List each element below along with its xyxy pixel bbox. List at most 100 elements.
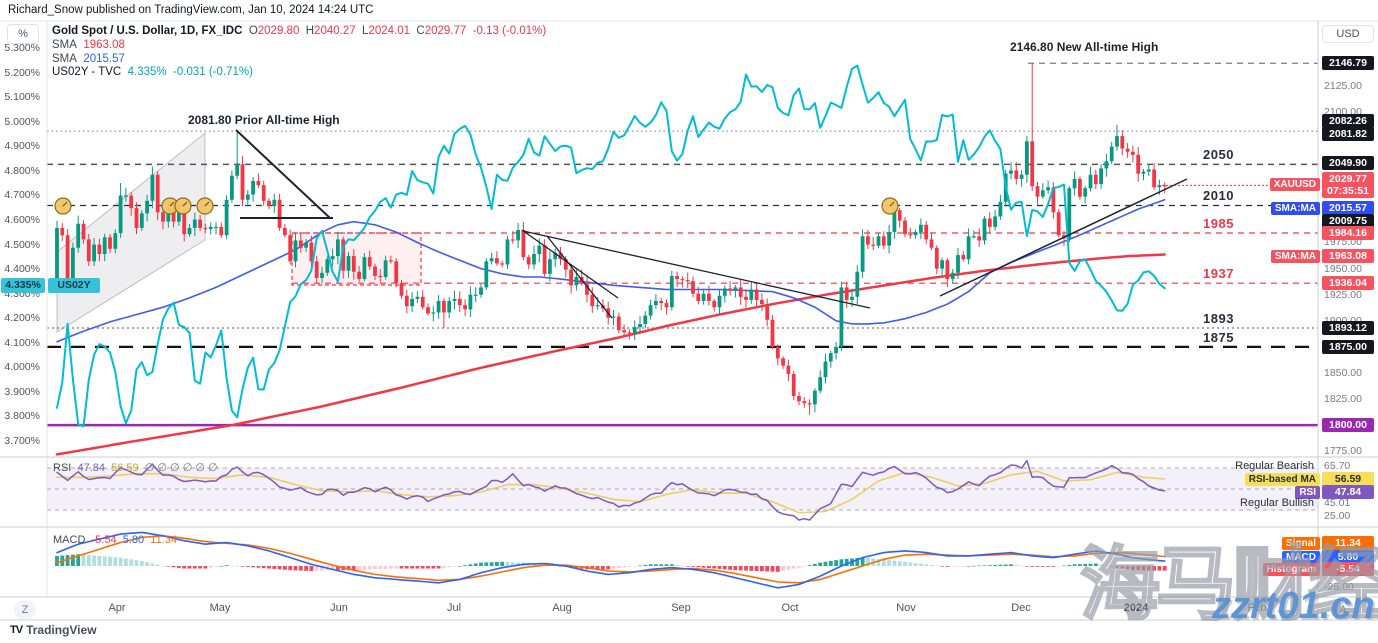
level-label: 2010: [1203, 188, 1234, 204]
publish-text: Richard_Snow published on TradingView.co…: [8, 4, 374, 16]
axis-badge-value: 2009.75: [1322, 214, 1374, 228]
left-axis-tick: 4.400%: [4, 263, 40, 276]
left-axis-tick: 4.500%: [4, 238, 40, 251]
usd-scale-button[interactable]: USD: [1322, 25, 1374, 43]
right-axis-tick: 1950.00: [1324, 263, 1362, 275]
axis-badge-row: 1936.04: [1240, 276, 1374, 291]
axis-badge-value: 1984.16: [1322, 226, 1374, 240]
axis-badge-row: 2082.26: [1240, 114, 1374, 129]
macd-hist-value: -5.54: [91, 534, 117, 546]
tradingview-logo[interactable]: TV TradingView: [10, 623, 97, 637]
level-label: 1937: [1203, 266, 1234, 282]
macd-legend-row[interactable]: MACD -5.54 5.80 11.34: [53, 534, 177, 546]
sma-fast-label: SMA: [52, 52, 77, 65]
axis-badge-value: 1936.04: [1322, 276, 1374, 290]
us02y-axis-badge: 4.335%: [1, 277, 45, 293]
axis-badge-row: Histogram -5.54: [1240, 562, 1374, 577]
axis-badge-row: 1800.00: [1240, 418, 1374, 433]
left-axis-tick: 5.300%: [4, 42, 40, 55]
prior-ath-annotation: 2081.80 Prior All-time High: [188, 113, 340, 127]
axis-badge-row: RSI-based MA 56.59: [1240, 472, 1374, 487]
axis-badge-row: MACD 5.80: [1240, 550, 1374, 565]
sma-slow-legend-row[interactable]: SMA 1963.08: [52, 39, 125, 51]
axis-badge-row: 1893.12: [1240, 321, 1374, 336]
macd-title: MACD: [53, 534, 86, 546]
ohlc-l-label: L: [362, 25, 369, 37]
left-axis-tick: 3.900%: [4, 385, 40, 398]
time-axis-month: May: [209, 602, 231, 614]
right-axis-tick: 2125.00: [1324, 80, 1362, 92]
axis-badge-row: 2049.90: [1240, 156, 1374, 171]
ohlc-h-value: 2040.27: [314, 25, 356, 37]
change-value: -0.13 (-0.01%): [472, 25, 547, 37]
time-axis-month: Nov: [896, 602, 916, 614]
left-axis-tick: 5.100%: [4, 91, 40, 104]
ohlc-o-value: 2029.80: [257, 25, 300, 37]
right-axis-tick: 1850.00: [1324, 367, 1362, 379]
right-axis-tick: 1825.00: [1324, 393, 1362, 405]
axis-badge-value: 2049.90: [1322, 156, 1374, 170]
axis-badge-value: 2029.77 07:35:51: [1322, 171, 1374, 198]
axis-badge-value: 56.59: [1322, 472, 1374, 486]
symbol-title[interactable]: Gold Spot / U.S. Dollar, 1D, FX_IDC: [52, 25, 243, 37]
us02y-series-tag: US02Y: [48, 277, 100, 293]
axis-badge-value: 2015.57: [1322, 201, 1374, 215]
level-label: 1985: [1203, 215, 1234, 231]
axis-badge-value: 2146.79: [1322, 56, 1374, 70]
sma-slow-value: 1963.08: [83, 39, 125, 51]
left-axis-tick: 4.800%: [4, 164, 40, 177]
sma-fast-legend-row[interactable]: SMA 2015.57: [52, 53, 125, 65]
right-axis-tick: 65.70: [1324, 460, 1351, 472]
left-axis-tick: 4.000%: [4, 361, 40, 374]
axis-badge-row: 1875.00: [1240, 340, 1374, 355]
symbol-legend-row[interactable]: Gold Spot / U.S. Dollar, 1D, FX_IDC O202…: [52, 25, 546, 37]
axis-badge-value: 1963.08: [1322, 249, 1374, 263]
rsi-side-label: Regular Bearish: [1235, 460, 1314, 472]
left-axis-tick: 4.200%: [4, 312, 40, 325]
axis-badge-tag: RSI-based MA: [1244, 472, 1320, 486]
rsi-side-label: Regular Bullish: [1240, 497, 1314, 509]
axis-badge-tag: SMA:MA: [1270, 201, 1320, 215]
ohlc-h-label: H: [305, 25, 315, 37]
axis-badge-row: 1984.16: [1240, 226, 1374, 241]
level-label: 1893: [1203, 310, 1234, 326]
axis-badge-value: 11.34: [1322, 536, 1374, 550]
axis-badge-tag: Histogram: [1262, 562, 1320, 576]
axis-badge-value: 1893.12: [1322, 321, 1374, 335]
time-axis-month: Sep: [671, 602, 691, 614]
tradingview-mark-icon: TV: [10, 624, 23, 636]
ohlc-c-value: 2029.77: [424, 25, 467, 37]
axis-badge-row: Signal 11.34: [1240, 536, 1374, 551]
publish-bar: Richard_Snow published on TradingView.co…: [0, 0, 1378, 20]
rsi-value: 47.84: [77, 462, 105, 474]
time-axis-month: Dec: [1011, 602, 1031, 614]
auto-scale-button[interactable]: A: [1332, 600, 1354, 620]
us02y-title: US02Y - TVC: [52, 66, 122, 78]
time-axis-month: Oct: [781, 602, 799, 614]
macd-signal-value: 11.34: [150, 534, 177, 546]
axis-badge-tag: SMA:MA: [1270, 249, 1320, 263]
right-axis-tick: 1925.00: [1324, 289, 1362, 301]
left-axis-tick: 4.600%: [4, 213, 40, 226]
ohlc-o-label: O: [248, 25, 258, 37]
left-axis-tick: 5.200%: [4, 66, 40, 79]
us02y-value: 4.335%: [127, 66, 167, 78]
timezone-button[interactable]: Z: [14, 600, 36, 620]
percent-scale-button[interactable]: %: [7, 24, 39, 44]
level-label: 2050: [1203, 147, 1234, 163]
axis-badge-row: SMA:MA 2015.57: [1240, 201, 1374, 216]
right-axis-tick: 25.00: [1324, 510, 1351, 522]
left-axis-tick: 4.700%: [4, 189, 40, 202]
axis-badge-tag: RSI: [1295, 485, 1320, 499]
us02y-legend-row[interactable]: US02Y - TVC 4.335% -0.031 (-0.71%): [52, 66, 253, 78]
right-axis-tick: -25.00: [1324, 581, 1354, 593]
axis-badge-row: XAUUSD 2029.77 07:35:51: [1240, 171, 1374, 198]
rsi-ma-value: 56.59: [111, 462, 139, 474]
left-axis-tick: 3.800%: [4, 410, 40, 423]
rsi-legend-row[interactable]: RSI 47.84 56.59 ∅ ∅ ∅ ∅ ∅ ∅: [53, 461, 218, 474]
tradingview-logo-text: TradingView: [26, 623, 97, 637]
axis-badge-row: 2009.75: [1240, 214, 1374, 229]
time-axis-month: Apr: [108, 602, 126, 614]
